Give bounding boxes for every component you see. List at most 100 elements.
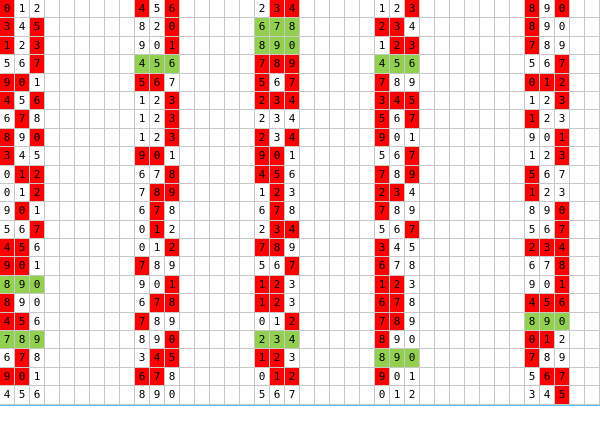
empty-cell[interactable] — [195, 91, 210, 111]
empty-cell[interactable] — [450, 91, 465, 111]
empty-cell[interactable] — [480, 349, 495, 368]
empty-cell[interactable] — [465, 386, 480, 405]
empty-cell[interactable] — [300, 294, 315, 313]
empty-cell[interactable] — [360, 331, 375, 350]
empty-cell[interactable] — [480, 294, 495, 313]
empty-cell[interactable] — [420, 91, 435, 111]
empty-cell[interactable] — [510, 202, 525, 221]
empty-cell[interactable] — [495, 73, 510, 92]
empty-cell[interactable] — [480, 0, 495, 19]
empty-cell[interactable] — [510, 239, 525, 258]
empty-cell[interactable] — [480, 275, 495, 295]
empty-cell[interactable] — [180, 73, 195, 92]
digit-cell[interactable]: 7 — [285, 386, 300, 405]
empty-cell[interactable] — [75, 110, 90, 129]
empty-cell[interactable] — [435, 202, 450, 221]
digit-cell[interactable]: 6 — [135, 294, 150, 313]
digit-cell[interactable]: 3 — [375, 91, 390, 111]
empty-cell[interactable] — [480, 128, 495, 148]
empty-cell[interactable] — [45, 55, 60, 74]
digit-cell[interactable]: 7 — [285, 73, 300, 92]
empty-cell[interactable] — [330, 294, 345, 313]
empty-cell[interactable] — [315, 220, 330, 240]
empty-cell[interactable] — [90, 202, 105, 221]
empty-cell[interactable] — [60, 36, 75, 56]
empty-cell[interactable] — [435, 165, 450, 184]
digit-cell[interactable]: 6 — [540, 55, 555, 74]
empty-cell[interactable] — [330, 91, 345, 111]
empty-cell[interactable] — [180, 312, 195, 332]
digit-cell[interactable]: 6 — [30, 91, 45, 111]
empty-cell[interactable] — [345, 239, 360, 258]
digit-cell[interactable]: 8 — [390, 73, 405, 92]
digit-cell[interactable]: 3 — [525, 386, 540, 405]
empty-cell[interactable] — [240, 294, 255, 313]
empty-cell[interactable] — [570, 91, 585, 111]
empty-cell[interactable] — [180, 367, 195, 387]
digit-cell[interactable]: 8 — [135, 386, 150, 405]
digit-cell[interactable]: 3 — [270, 220, 285, 240]
empty-cell[interactable] — [300, 239, 315, 258]
digit-cell[interactable]: 2 — [540, 110, 555, 129]
empty-cell[interactable] — [240, 257, 255, 276]
digit-cell[interactable]: 8 — [135, 331, 150, 350]
empty-cell[interactable] — [75, 294, 90, 313]
empty-cell[interactable] — [225, 73, 240, 92]
empty-cell[interactable] — [495, 220, 510, 240]
empty-cell[interactable] — [435, 147, 450, 166]
empty-cell[interactable] — [450, 257, 465, 276]
empty-cell[interactable] — [510, 36, 525, 56]
empty-cell[interactable] — [45, 349, 60, 368]
empty-cell[interactable] — [480, 239, 495, 258]
digit-cell[interactable]: 9 — [0, 202, 15, 221]
empty-cell[interactable] — [60, 0, 75, 19]
empty-cell[interactable] — [60, 294, 75, 313]
digit-cell[interactable]: 9 — [405, 202, 420, 221]
digit-cell[interactable]: 7 — [375, 202, 390, 221]
empty-cell[interactable] — [480, 367, 495, 387]
empty-cell[interactable] — [120, 349, 135, 368]
digit-cell[interactable]: 7 — [30, 55, 45, 74]
empty-cell[interactable] — [195, 36, 210, 56]
digit-cell[interactable]: 1 — [255, 349, 270, 368]
digit-cell[interactable]: 6 — [255, 202, 270, 221]
empty-cell[interactable] — [435, 110, 450, 129]
empty-cell[interactable] — [45, 294, 60, 313]
digit-cell[interactable]: 3 — [270, 110, 285, 129]
digit-cell[interactable]: 0 — [0, 0, 15, 19]
empty-cell[interactable] — [120, 239, 135, 258]
empty-cell[interactable] — [60, 110, 75, 129]
empty-cell[interactable] — [105, 275, 120, 295]
digit-cell[interactable]: 5 — [540, 294, 555, 313]
digit-cell[interactable]: 2 — [405, 386, 420, 405]
digit-cell[interactable]: 7 — [555, 220, 570, 240]
digit-cell[interactable]: 7 — [255, 239, 270, 258]
empty-cell[interactable] — [330, 386, 345, 405]
empty-cell[interactable] — [510, 110, 525, 129]
empty-cell[interactable] — [300, 18, 315, 37]
digit-cell[interactable]: 5 — [255, 386, 270, 405]
digit-cell[interactable]: 0 — [150, 36, 165, 56]
digit-cell[interactable]: 8 — [0, 128, 15, 148]
digit-cell[interactable]: 8 — [255, 36, 270, 56]
digit-cell[interactable]: 1 — [270, 367, 285, 387]
empty-cell[interactable] — [105, 257, 120, 276]
empty-cell[interactable] — [465, 367, 480, 387]
digit-cell[interactable]: 8 — [0, 275, 15, 295]
digit-cell[interactable]: 1 — [255, 294, 270, 313]
empty-cell[interactable] — [300, 275, 315, 295]
empty-cell[interactable] — [315, 367, 330, 387]
digit-cell[interactable]: 9 — [0, 73, 15, 92]
digit-cell[interactable]: 2 — [255, 128, 270, 148]
digit-cell[interactable]: 7 — [135, 312, 150, 332]
empty-cell[interactable] — [450, 275, 465, 295]
empty-cell[interactable] — [450, 386, 465, 405]
digit-cell[interactable]: 8 — [525, 202, 540, 221]
digit-cell[interactable]: 6 — [30, 239, 45, 258]
empty-cell[interactable] — [210, 349, 225, 368]
empty-cell[interactable] — [330, 312, 345, 332]
empty-cell[interactable] — [240, 36, 255, 56]
empty-cell[interactable] — [420, 18, 435, 37]
digit-cell[interactable]: 0 — [0, 165, 15, 184]
digit-cell[interactable]: 0 — [0, 183, 15, 203]
